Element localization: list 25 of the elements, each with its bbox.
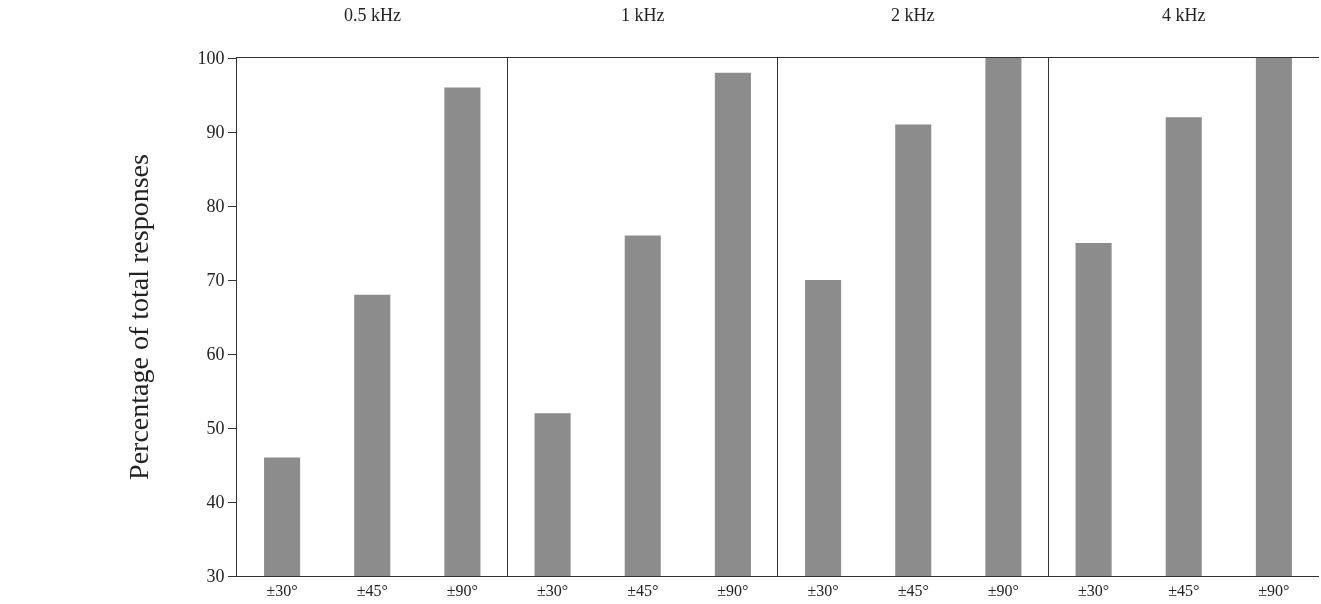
- y-tick-label: 40: [206, 492, 225, 513]
- chart-title: 4 kHz: [1162, 5, 1206, 25]
- y-tick-label: 90: [206, 122, 225, 143]
- y-tick-label: 30: [206, 566, 225, 587]
- y-tick-label: 60: [206, 344, 225, 365]
- chart-title: 0.5 kHz: [344, 5, 401, 25]
- x-tick-label: ±45°: [356, 582, 388, 600]
- y-tick-label: 100: [197, 48, 225, 69]
- y-axis-title: Percentage of total responses: [123, 154, 155, 480]
- x-tick-label: ±30°: [1077, 582, 1110, 600]
- y-tick-label: 80: [206, 196, 225, 217]
- y-tick-label: 50: [206, 418, 225, 439]
- y-tick-label: 70: [206, 270, 225, 291]
- x-tick-label: ±45°: [897, 582, 929, 600]
- x-tick-label: ±90°: [717, 582, 749, 600]
- x-tick-label: ±30°: [807, 582, 839, 600]
- x-tick-label: ±90°: [1258, 582, 1290, 600]
- x-tick-label: ±30°: [266, 582, 298, 600]
- x-tick-label: ±30°: [536, 582, 569, 600]
- x-tick-label: ±45°: [627, 582, 659, 600]
- x-tick-label: ±45°: [1168, 582, 1200, 600]
- chart-title: 1 kHz: [621, 5, 665, 25]
- chart-title: 2 kHz: [891, 5, 935, 25]
- x-tick-label: ±90°: [987, 582, 1020, 600]
- x-tick-label: ±90°: [446, 582, 479, 600]
